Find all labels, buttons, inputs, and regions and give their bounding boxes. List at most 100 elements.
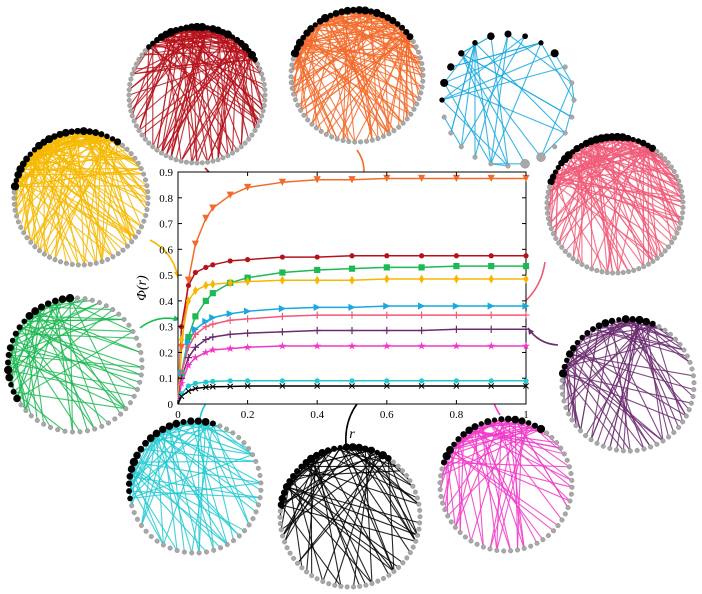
network-node xyxy=(413,538,419,544)
data-point xyxy=(453,378,459,384)
network-node xyxy=(119,142,125,148)
network-edge xyxy=(489,422,530,550)
network-node xyxy=(344,584,350,590)
network-node xyxy=(320,579,326,585)
data-point xyxy=(452,341,461,350)
network-node xyxy=(5,373,14,382)
data-point xyxy=(314,378,320,384)
network-edge xyxy=(8,354,127,410)
network-node xyxy=(634,447,640,453)
network-edge xyxy=(324,17,421,59)
network-node xyxy=(545,533,551,539)
network-node xyxy=(236,435,242,441)
network-node xyxy=(134,387,140,393)
network-edge xyxy=(129,482,261,500)
network-edge xyxy=(496,422,530,551)
network-node xyxy=(342,443,351,451)
network-edge xyxy=(443,82,492,165)
network-node xyxy=(690,394,696,400)
network-node xyxy=(684,353,690,359)
data-point xyxy=(202,335,210,344)
network-edge xyxy=(639,319,691,363)
network-node xyxy=(137,379,143,385)
network-node xyxy=(260,76,266,82)
network-node xyxy=(124,243,130,249)
network-edge xyxy=(23,320,127,410)
network-node xyxy=(277,521,283,527)
network-node xyxy=(654,148,660,154)
network-node xyxy=(680,194,686,200)
data-point xyxy=(184,361,193,369)
network-node xyxy=(246,136,252,142)
network-node xyxy=(419,61,425,67)
network-node xyxy=(407,478,413,484)
network-edge xyxy=(15,297,71,335)
data-point xyxy=(202,317,210,326)
network-node xyxy=(278,527,284,533)
data-point xyxy=(202,214,210,222)
network-node xyxy=(253,458,259,464)
network-node xyxy=(614,447,620,453)
network-edge xyxy=(352,446,417,542)
data-point xyxy=(209,333,217,341)
data-point xyxy=(209,383,216,390)
network-node xyxy=(332,582,338,588)
network-node xyxy=(280,489,288,497)
network-edge xyxy=(152,43,209,163)
network-node xyxy=(136,127,142,133)
network-node xyxy=(565,505,571,511)
data-point xyxy=(208,345,217,354)
data-point xyxy=(227,378,233,384)
network-node xyxy=(126,87,132,93)
network-node xyxy=(52,257,58,263)
network-edge xyxy=(449,449,472,542)
network-node xyxy=(458,144,464,150)
network-node xyxy=(561,398,567,404)
network-node xyxy=(551,528,557,534)
data-point xyxy=(453,262,460,270)
network-edge xyxy=(468,429,565,455)
data-point xyxy=(226,330,234,338)
network-node xyxy=(142,439,149,447)
network-node xyxy=(559,244,565,250)
network-node xyxy=(367,446,376,455)
network-edge xyxy=(95,132,136,238)
network-node xyxy=(18,224,24,230)
network-node xyxy=(205,159,211,165)
network-node xyxy=(505,163,511,169)
network-node xyxy=(92,129,100,137)
network-node xyxy=(9,337,16,344)
network-node xyxy=(126,488,133,495)
network-node xyxy=(110,254,116,260)
network-node xyxy=(11,195,17,201)
network-edge xyxy=(325,11,372,135)
network-node xyxy=(257,495,263,501)
data-point xyxy=(279,378,285,384)
network-edge xyxy=(376,452,417,542)
network-edge xyxy=(23,131,91,234)
network-node xyxy=(261,81,267,87)
x-tick-label: 0.2 xyxy=(241,409,255,421)
network-edge xyxy=(280,452,378,506)
data-point xyxy=(523,274,529,284)
network-node xyxy=(649,320,656,327)
network-node xyxy=(681,347,687,353)
network-node xyxy=(126,473,134,480)
network-node xyxy=(384,455,392,462)
network-edge xyxy=(632,319,675,433)
network-edge xyxy=(546,136,613,209)
network-edge xyxy=(130,468,164,546)
network-node xyxy=(589,266,595,272)
network-node xyxy=(662,327,668,333)
network-node xyxy=(224,426,230,432)
network-edge xyxy=(566,359,664,442)
network-edge xyxy=(632,318,680,428)
data-point xyxy=(314,254,320,260)
data-point xyxy=(209,320,217,328)
data-point xyxy=(488,378,494,384)
network-node xyxy=(132,234,138,240)
network-node xyxy=(351,584,357,590)
network-node xyxy=(569,114,575,120)
network-edge xyxy=(34,310,96,430)
network-edge xyxy=(580,145,619,274)
